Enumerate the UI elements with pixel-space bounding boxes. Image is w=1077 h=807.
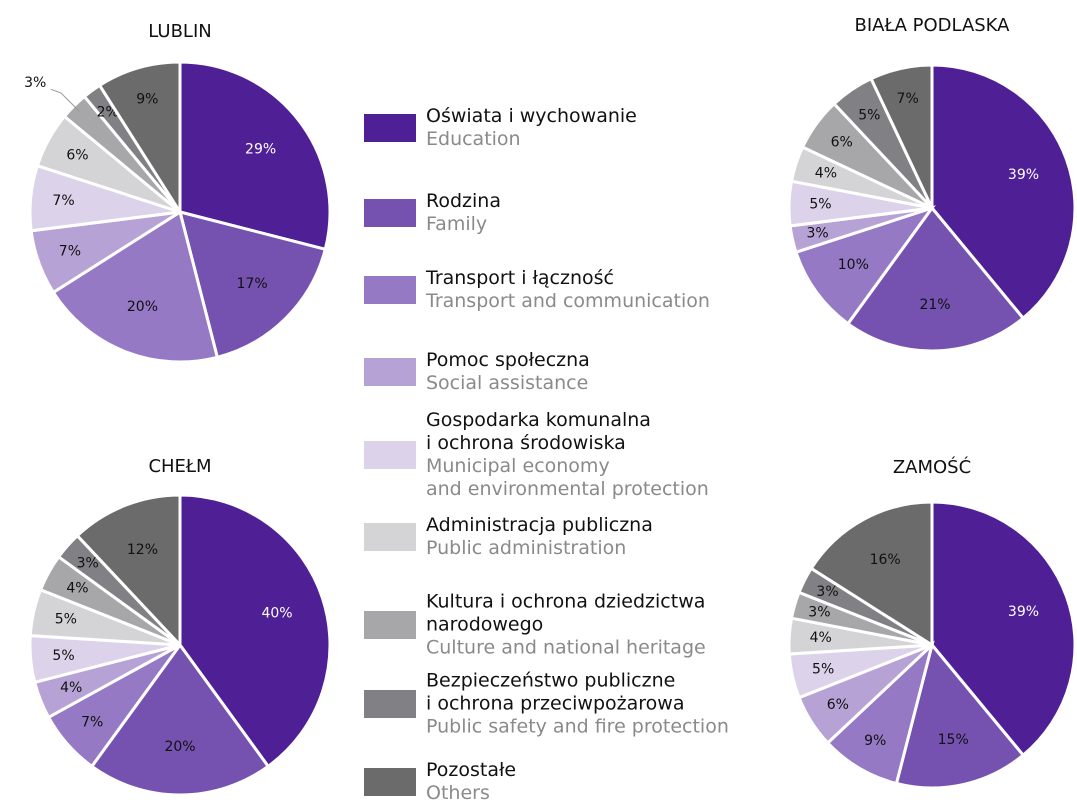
value-label: 3%	[808, 604, 830, 620]
legend-label: Pozostałe	[426, 759, 516, 781]
leader-line	[50, 88, 80, 112]
legend-sublabel: Culture and national heritage	[426, 637, 706, 659]
value-label: 7%	[52, 193, 74, 209]
value-label: 4%	[66, 581, 88, 597]
legend-label: Gospodarka komunalna	[426, 409, 651, 431]
value-label: 40%	[261, 605, 292, 621]
legend-sublabel: Transport and communication	[425, 290, 710, 312]
value-label: 5%	[52, 648, 74, 664]
pie-slice	[894, 641, 1026, 790]
pie-title: CHEŁM	[148, 456, 211, 477]
value-label: 39%	[1008, 167, 1039, 183]
value-label: 3%	[806, 226, 828, 242]
value-label: 16%	[870, 552, 901, 568]
value-label: 20%	[164, 739, 195, 755]
value-label: 3%	[24, 75, 46, 91]
value-label: 6%	[66, 148, 88, 164]
pie-slice	[869, 63, 934, 209]
pie-slice	[930, 63, 1077, 321]
value-label: 39%	[1008, 604, 1039, 620]
legend-label: i ochrona przeciwpożarowa	[426, 693, 684, 715]
legend-sublabel: Social assistance	[426, 372, 588, 394]
pie-slice	[178, 493, 332, 769]
legend-sublabel: Others	[426, 782, 490, 804]
value-label: 6%	[827, 697, 849, 713]
value-label: 3%	[816, 584, 838, 600]
legend-swatch	[364, 199, 416, 227]
value-label: 20%	[127, 299, 158, 315]
legend-label: Transport i łączność	[425, 267, 614, 289]
legend-label: narodowego	[426, 614, 543, 636]
value-label: 7%	[897, 91, 919, 107]
value-label: 4%	[60, 680, 82, 696]
legend-swatch	[364, 523, 416, 551]
legend-sublabel: Public administration	[426, 537, 626, 559]
pie-title: BIAŁA PODLASKA	[855, 15, 1011, 36]
value-label: 10%	[838, 257, 869, 273]
pie-slice	[51, 209, 220, 364]
value-label: 5%	[812, 661, 834, 677]
value-label: 15%	[938, 732, 969, 748]
pie-slice	[794, 205, 936, 326]
pie-title: ZAMOŚĆ	[893, 456, 971, 478]
pie-title: LUBLIN	[148, 21, 211, 42]
legend-sublabel: Public safety and fire protection	[426, 716, 729, 738]
legend-label: Oświata i wychowanie	[426, 105, 637, 127]
legend-swatch	[364, 690, 416, 718]
value-label: 4%	[810, 630, 832, 646]
pie-slice	[75, 493, 182, 649]
legend-swatch	[364, 441, 416, 469]
legend-swatch	[364, 611, 416, 639]
legend-sublabel: Family	[426, 213, 487, 235]
legend-label: Bezpieczeństwo publiczne	[426, 670, 675, 692]
value-label: 12%	[127, 542, 158, 558]
pie-slice	[178, 60, 332, 252]
value-label: 5%	[858, 108, 880, 124]
pie-slice	[89, 642, 271, 797]
value-label: 9%	[864, 733, 886, 749]
value-label: 5%	[809, 196, 831, 212]
legend-swatch	[364, 276, 416, 304]
value-label: 21%	[919, 297, 950, 313]
legend-label: Rodzina	[426, 190, 501, 212]
value-label: 17%	[237, 276, 268, 292]
legend-swatch	[364, 768, 416, 796]
legend-sublabel: and environmental protection	[426, 478, 709, 500]
value-label: 29%	[245, 141, 276, 157]
pie-slice	[930, 500, 1077, 758]
legend-sublabel: Municipal economy	[426, 455, 610, 477]
legend-label: i ochrona środowiska	[426, 432, 626, 454]
pie-slice	[177, 209, 328, 360]
value-label: 7%	[59, 244, 81, 260]
pie-slice	[825, 640, 935, 786]
value-label: 5%	[55, 611, 77, 627]
legend-label: Pomoc społeczna	[426, 349, 590, 371]
legend-swatch	[364, 358, 416, 386]
legend-label: Administracja publiczna	[426, 514, 653, 536]
value-label: 6%	[831, 134, 853, 150]
value-label: 4%	[815, 166, 837, 182]
pie-slice	[809, 500, 934, 648]
value-label: 9%	[136, 92, 158, 108]
legend-label: Kultura i ochrona dziedzictwa	[426, 591, 705, 613]
value-label: 7%	[81, 714, 103, 730]
legend-swatch	[364, 114, 416, 142]
legend-sublabel: Education	[426, 128, 521, 150]
pie-slice	[97, 60, 182, 218]
pie-slice	[845, 205, 1026, 353]
value-label: 3%	[77, 556, 99, 572]
